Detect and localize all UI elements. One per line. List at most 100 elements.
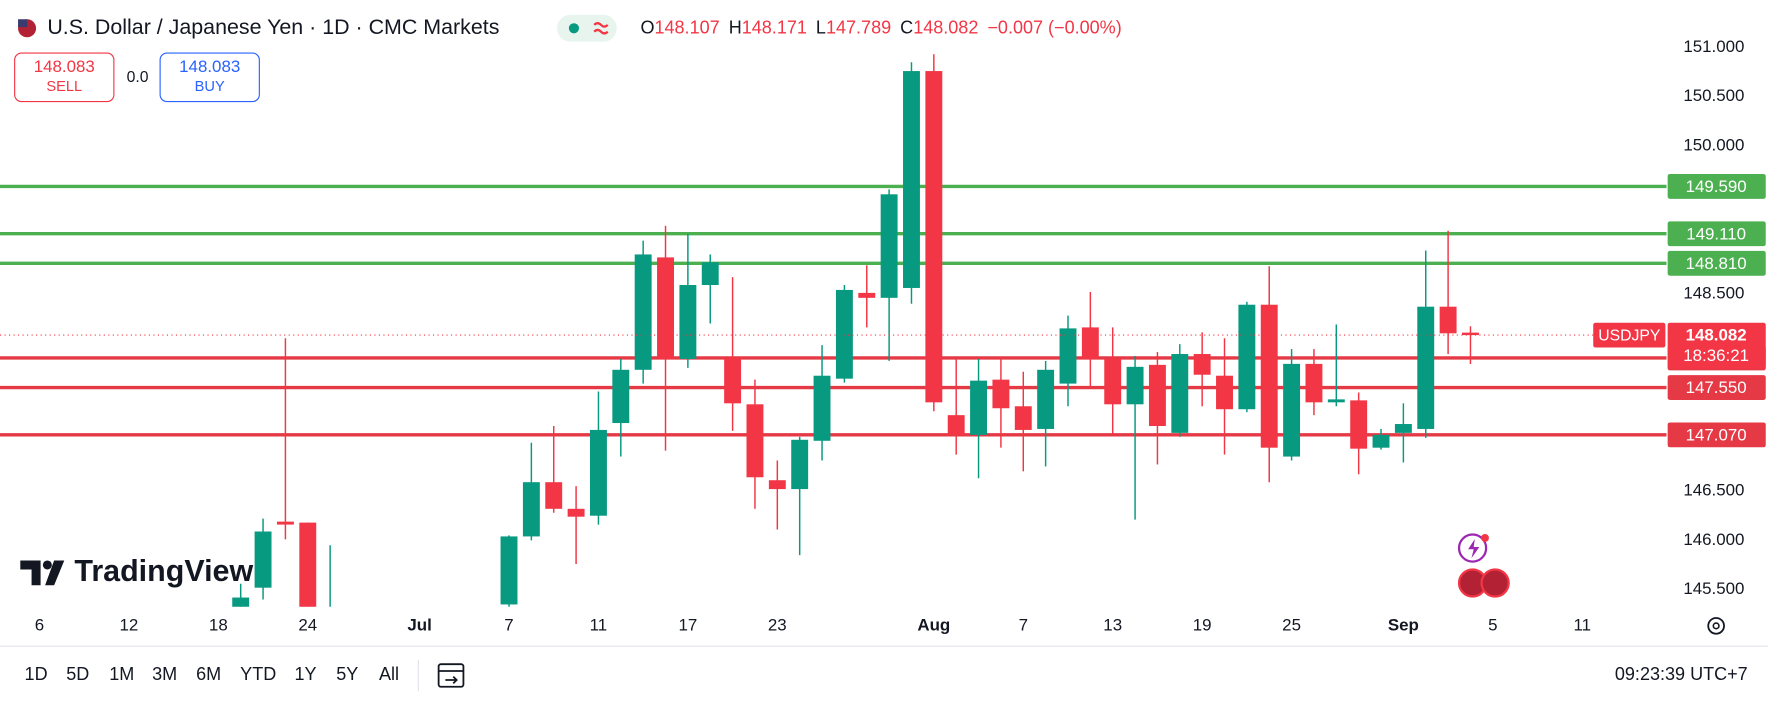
candle-body — [746, 404, 764, 478]
symbol-badge — [1593, 322, 1666, 348]
candle-body — [1350, 400, 1368, 449]
date-range-icon[interactable] — [437, 663, 465, 688]
candle-body — [612, 369, 630, 424]
range-button[interactable]: 5D — [66, 664, 89, 684]
level-badge — [1667, 174, 1766, 199]
candle-body — [1305, 363, 1323, 403]
range-button[interactable]: 1M — [109, 664, 134, 684]
range-button[interactable]: 6M — [196, 664, 221, 684]
ohlc-value: 148.171 — [742, 17, 807, 37]
candle-body — [858, 292, 876, 298]
ohlc-change: −0.007 (−0.00%) — [987, 17, 1121, 37]
y-tick-label: 151.000 — [1683, 37, 1744, 56]
x-tick-label: 5 — [1488, 615, 1497, 634]
range-button[interactable]: YTD — [240, 664, 276, 684]
candle-body — [1327, 399, 1345, 403]
buy-button[interactable] — [159, 52, 260, 103]
symbol-label: USDJPY — [1598, 327, 1661, 344]
candle-body — [768, 480, 786, 490]
settings-icon[interactable] — [1707, 617, 1725, 635]
status-pill[interactable] — [557, 14, 617, 42]
candle-body — [791, 439, 809, 490]
x-tick-label: Jul — [407, 615, 431, 634]
level-label: 147.070 — [1686, 425, 1747, 444]
x-tick-label: 23 — [768, 615, 787, 634]
x-tick-label: Sep — [1388, 615, 1419, 634]
candle-body — [970, 380, 988, 435]
candle-body — [947, 415, 965, 435]
range-button[interactable]: All — [379, 664, 399, 684]
x-tick-label: 17 — [678, 615, 697, 634]
countdown: 18:36:21 — [1683, 346, 1749, 365]
level-label: 149.110 — [1686, 224, 1746, 243]
candle-body — [299, 522, 317, 607]
range-button[interactable]: 3M — [152, 664, 177, 684]
range-button[interactable]: 1Y — [295, 664, 317, 684]
x-tick-label: 25 — [1282, 615, 1301, 634]
candle-body — [1014, 406, 1032, 430]
level-badge — [1667, 221, 1766, 247]
candle-body — [657, 257, 674, 359]
ohlc-value: 148.107 — [654, 17, 719, 37]
level-badge — [1667, 422, 1766, 448]
x-tick-label: 7 — [1019, 615, 1028, 634]
candle-body — [880, 194, 898, 298]
sell-button[interactable] — [14, 52, 115, 103]
x-tick-label: 11 — [590, 615, 608, 634]
range-button[interactable]: 5Y — [336, 664, 358, 684]
candle-body — [567, 508, 585, 517]
candle-body — [276, 521, 294, 525]
candle-body — [701, 262, 719, 286]
status-icon — [593, 22, 609, 35]
candle-body — [232, 597, 250, 607]
candle-body — [1417, 306, 1435, 429]
ohlc-value: 147.789 — [826, 17, 891, 37]
y-tick-label: 146.500 — [1683, 481, 1744, 500]
plot-area — [0, 54, 1667, 607]
watermark: TradingView — [74, 554, 253, 588]
buy-price: 148.083 — [179, 57, 240, 76]
candle-body — [1104, 358, 1122, 405]
range-button[interactable]: 1D — [25, 664, 48, 684]
watermark-logo — [20, 560, 65, 586]
y-tick-label: 145.500 — [1683, 579, 1744, 598]
candle-body — [545, 482, 563, 509]
settings-icon-core — [1712, 622, 1720, 630]
candle-body — [1081, 327, 1099, 359]
candle-body — [903, 71, 920, 288]
level-label: 148.810 — [1686, 254, 1747, 273]
ohlc-key: H — [729, 17, 742, 37]
ohlc-key: O — [640, 17, 654, 37]
level-label: 147.550 — [1686, 378, 1747, 397]
candle-body — [1193, 354, 1211, 375]
candle-body — [1394, 424, 1412, 433]
x-tick-label: 13 — [1103, 615, 1122, 634]
candle-body — [522, 482, 540, 537]
flag-event[interactable] — [1480, 568, 1510, 598]
candle-body — [813, 375, 831, 441]
level-badge — [1667, 375, 1766, 400]
ohlc-value: 148.082 — [913, 17, 978, 37]
event-badge — [1481, 533, 1489, 542]
candle-body — [1126, 366, 1144, 405]
candle-body — [992, 379, 1010, 409]
candle-body — [1283, 363, 1301, 457]
candle-body — [254, 531, 272, 588]
level-badge — [1667, 250, 1766, 276]
x-tick-label: 7 — [504, 615, 513, 634]
x-tick-label: Aug — [917, 615, 950, 634]
candle-body — [1059, 328, 1077, 384]
candle-body — [1238, 304, 1256, 410]
x-tick-label: 12 — [119, 615, 138, 634]
candle-body — [1462, 332, 1479, 336]
x-tick-label: 18 — [209, 615, 228, 634]
x-tick-label: 24 — [298, 615, 317, 634]
candle-body — [1439, 306, 1457, 334]
candle-body — [500, 536, 518, 605]
x-tick-label: 6 — [35, 615, 44, 634]
y-tick-label: 150.000 — [1683, 135, 1744, 154]
sell-price: 148.083 — [34, 57, 95, 76]
sell-label: SELL — [46, 79, 82, 95]
